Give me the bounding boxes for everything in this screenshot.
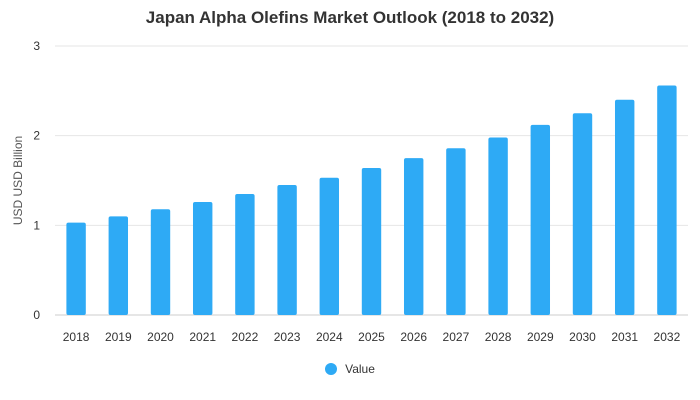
x-tick-label: 2019 <box>105 330 132 344</box>
bar-2019[interactable] <box>108 216 129 315</box>
x-tick-label: 2026 <box>400 330 427 344</box>
bar-2027[interactable] <box>446 148 466 315</box>
y-axis-title: USD USD Billion <box>11 136 25 225</box>
x-tick-label: 2027 <box>443 330 470 344</box>
x-tick-label: 2018 <box>63 330 90 344</box>
bar-2018[interactable] <box>66 222 86 315</box>
bar-2023[interactable] <box>277 184 297 315</box>
legend-swatch <box>325 363 338 375</box>
x-tick-label: 2021 <box>189 330 216 344</box>
bar-2030[interactable] <box>572 113 593 315</box>
legend[interactable]: Value <box>0 362 700 376</box>
bar-2032[interactable] <box>657 85 677 315</box>
y-tick-label: 2 <box>33 129 40 143</box>
x-axis-ticks: 2018 2019 2020 2021 2022 2023 2024 2025 2026 2027… <box>63 330 681 344</box>
x-tick-label: 2020 <box>147 330 174 344</box>
bar-2024[interactable] <box>319 177 340 315</box>
legend-label: Value <box>345 362 375 376</box>
y-axis-ticks: 0 1 2 3 <box>33 39 40 322</box>
bar-2029[interactable] <box>530 124 551 315</box>
bar-2021[interactable] <box>192 202 213 315</box>
x-tick-label: 2030 <box>569 330 596 344</box>
x-tick-label: 2032 <box>654 330 681 344</box>
bar-2028[interactable] <box>488 137 508 315</box>
x-tick-label: 2024 <box>316 330 343 344</box>
x-tick-label: 2022 <box>232 330 259 344</box>
bars <box>66 85 677 315</box>
x-tick-label: 2025 <box>358 330 385 344</box>
bar-2022[interactable] <box>235 193 255 315</box>
bar-2031[interactable] <box>614 99 635 315</box>
y-tick-label: 1 <box>33 218 40 232</box>
x-tick-label: 2028 <box>485 330 512 344</box>
bar-2025[interactable] <box>361 167 382 315</box>
chart-title: Japan Alpha Olefins Market Outlook (2018… <box>145 8 555 27</box>
bar-2020[interactable] <box>150 209 171 315</box>
y-tick-label: 3 <box>33 39 40 53</box>
x-tick-label: 2029 <box>527 330 554 344</box>
bar-2026[interactable] <box>403 158 424 315</box>
y-tick-label: 0 <box>33 308 40 322</box>
x-tick-label: 2031 <box>611 330 638 344</box>
x-tick-label: 2023 <box>274 330 301 344</box>
